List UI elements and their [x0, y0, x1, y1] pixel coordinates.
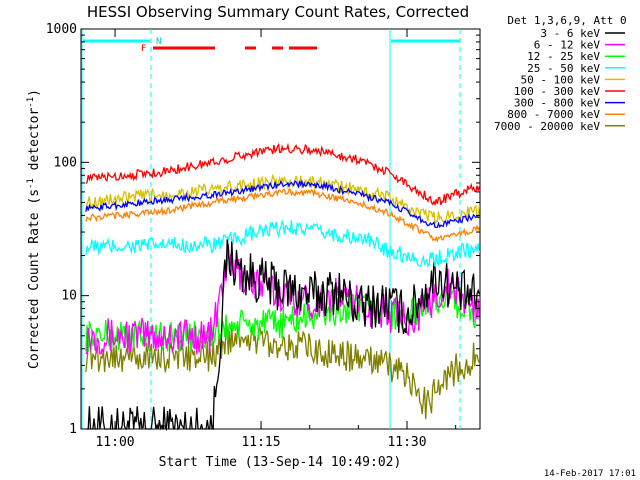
plot-frame: [80, 28, 481, 430]
night-marker: N: [156, 37, 161, 47]
annotations-layer: F N: [81, 29, 461, 429]
y-axis-label: Corrected Count Rate (s-1 detector-1): [26, 89, 42, 369]
legend-label: 100 - 300 keV: [514, 85, 600, 98]
y-tick-label: 1000: [46, 22, 77, 37]
series-line-1: [85, 244, 481, 355]
x-tick-label: 11:00: [95, 435, 134, 450]
series-line-4: [85, 173, 481, 226]
legend-label: 25 - 50 keV: [527, 62, 600, 75]
y-label-mid: detector: [27, 108, 42, 179]
legend-label: 50 - 100 keV: [521, 73, 601, 86]
legend-label: 3 - 6 keV: [540, 27, 600, 40]
chart-title: HESSI Observing Summary Count Rates, Cor…: [87, 3, 469, 21]
series-line-6: [85, 179, 480, 229]
ticks-layer: 11:00 11:15 11:30 1 10 100 1000: [46, 22, 480, 450]
legend-label: 300 - 800 keV: [514, 97, 600, 110]
y-label-prefix: Corrected Count Rate (s: [27, 189, 42, 369]
y-label-suffix: ): [27, 89, 42, 97]
series-line-7: [85, 188, 481, 243]
legend-header: Det 1,3,6,9, Att 0: [507, 14, 626, 27]
series-line-0: [85, 239, 481, 432]
legend-label: 800 - 7000 keV: [507, 108, 600, 121]
series-line-5: [85, 142, 481, 207]
legend-label: 12 - 25 keV: [527, 50, 600, 63]
legend-label: 6 - 12 keV: [534, 39, 601, 52]
series-layer: [85, 142, 481, 432]
y-label-sup2: -1: [26, 97, 36, 108]
flare-marker: F: [141, 44, 146, 54]
y-tick-label: 10: [61, 289, 77, 304]
legend-label: 7000 - 20000 keV: [494, 120, 600, 133]
series-line-8: [85, 324, 480, 420]
y-tick-label: 100: [54, 155, 77, 170]
y-tick-label: 1: [69, 422, 77, 437]
x-tick-label: 11:30: [387, 435, 426, 450]
series-line-3: [85, 219, 481, 268]
x-tick-label: 11:15: [241, 435, 280, 450]
x-axis-label: Start Time (13-Sep-14 10:49:02): [159, 455, 402, 470]
footer-date: 14-Feb-2017 17:01: [544, 469, 636, 479]
y-label-sup1: -1: [26, 178, 36, 189]
